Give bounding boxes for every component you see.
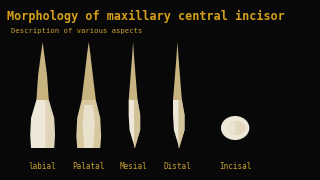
Text: Distal: Distal bbox=[164, 162, 191, 171]
Polygon shape bbox=[173, 42, 182, 100]
Text: Morphology of maxillary central incisor: Morphology of maxillary central incisor bbox=[7, 10, 285, 23]
Text: Description of various aspects: Description of various aspects bbox=[11, 28, 142, 34]
Ellipse shape bbox=[228, 121, 246, 135]
Text: labial: labial bbox=[29, 162, 56, 171]
Polygon shape bbox=[129, 42, 138, 100]
Polygon shape bbox=[173, 100, 185, 148]
Polygon shape bbox=[30, 100, 55, 148]
Ellipse shape bbox=[221, 116, 249, 140]
Polygon shape bbox=[134, 100, 140, 148]
Text: Mesial: Mesial bbox=[119, 162, 147, 171]
Polygon shape bbox=[129, 100, 140, 148]
Polygon shape bbox=[76, 100, 101, 148]
Ellipse shape bbox=[227, 120, 236, 136]
Text: Incisal: Incisal bbox=[219, 162, 251, 171]
Polygon shape bbox=[45, 100, 55, 148]
Polygon shape bbox=[36, 42, 49, 100]
Polygon shape bbox=[83, 105, 95, 148]
Polygon shape bbox=[82, 42, 96, 100]
Text: Palatal: Palatal bbox=[73, 162, 105, 171]
Polygon shape bbox=[178, 100, 185, 148]
